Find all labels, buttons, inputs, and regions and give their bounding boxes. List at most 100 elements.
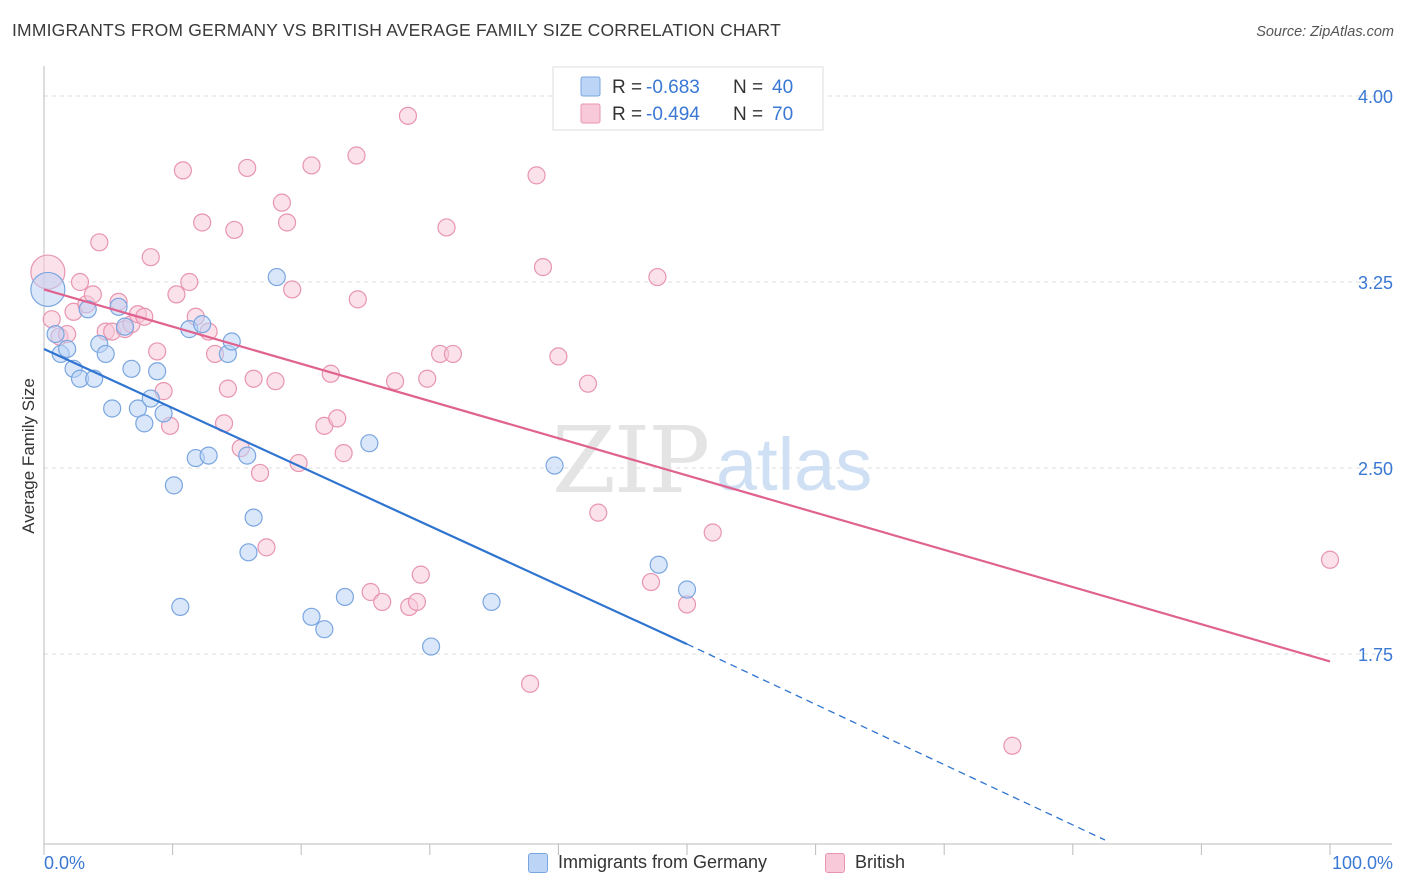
british-point [1003,736,1022,755]
british-point [272,193,292,212]
correlation-legend: R = -0.683 N = 40 R = -0.494 N = 70 [552,66,824,131]
germany-point [649,555,668,574]
british-point [533,258,553,277]
y-axis-label: Average Family Size [19,378,38,534]
british-point [193,213,212,232]
watermark-atlas: atlas [716,423,872,506]
british-point [244,369,263,388]
british-point [180,272,199,292]
british-point [385,372,405,391]
legend-r-label-british: R = [612,104,642,125]
legend-item-british[interactable]: British [825,852,905,873]
british-point [238,158,257,178]
british-point [283,280,302,299]
germany-point [199,446,218,465]
germany-point [103,399,122,418]
trend-line-british [43,288,1331,663]
y-tick-label: 4.00 [1358,87,1393,107]
germany-point [421,637,441,656]
legend-label-germany: Immigrants from Germany [558,852,768,872]
legend-r-label-germany: R = [612,77,642,98]
british-point [578,374,598,393]
chart-title: IMMIGRANTS FROM GERMANY VS BRITISH AVERA… [12,20,781,40]
germany-point [78,300,97,319]
british-point [521,674,540,693]
british-point [418,369,437,388]
germany-point [122,359,141,378]
legend-label-british: British [855,852,906,872]
germany-point [244,508,263,527]
british-point [437,218,456,237]
british-point [266,372,285,391]
y-tick-label: 1.75 [1358,645,1393,665]
british-point [257,538,276,557]
germany-point [46,324,65,344]
chart-source: Source: ZipAtlas.com [1256,24,1394,40]
british-point [527,166,546,185]
series-legend: Immigrants from Germany British [0,852,1406,878]
british-point [443,344,463,364]
british-point [148,342,167,361]
x-tick-label: 0.0% [44,853,85,873]
british-point [411,565,430,584]
british-point [1320,550,1340,569]
axes [43,66,1392,855]
germany-point [193,315,212,334]
germany-point [171,597,190,616]
legend-n-value-germany: 40 [772,77,793,98]
trend-line-germany [43,347,688,646]
british-point [407,592,427,612]
germany-point [115,317,135,336]
british-point [141,248,160,267]
germany-point [335,587,355,607]
british-point [218,379,237,398]
legend-swatch-germany-bottom [528,852,548,873]
legend-n-label-british: N = [733,104,763,125]
watermark: ZIP atlas [552,407,872,514]
british-point [703,523,722,542]
germany-point [302,607,321,626]
y-tick-label: 3.25 [1358,273,1393,293]
y-tick-label: 2.50 [1358,459,1393,479]
series-british-points [30,106,1340,755]
germany-point [677,580,697,599]
british-point [361,582,380,602]
germany-point [164,476,183,495]
germany-point [96,344,115,364]
british-point [549,347,568,366]
x-tick-labels: 0.0% 100.0% [44,853,1393,873]
germany-point [148,362,167,381]
germany-point [58,339,77,359]
legend-n-value-british: 70 [772,104,793,125]
british-point [334,444,353,463]
british-point [302,156,321,175]
british-point [250,463,270,483]
germany-point [267,267,286,287]
british-point [90,233,109,252]
watermark-zip: ZIP [552,407,708,514]
grid-lines [44,95,1392,655]
germany-point [482,592,501,612]
trend-lines [43,288,1331,841]
legend-item-germany[interactable]: Immigrants from Germany [528,852,767,873]
legend-r-value-germany: -0.683 [646,77,700,98]
germany-point [315,620,334,639]
legend-swatch-british [580,103,601,124]
legend-swatch-germany [580,76,601,97]
germany-point [545,456,564,475]
legend-swatch-british-bottom [825,852,845,873]
british-point [589,503,608,522]
british-point [173,161,192,180]
british-point [373,592,392,612]
british-point [167,285,186,304]
germany-point [109,297,128,316]
germany-point [239,543,258,562]
germany-point [238,446,257,465]
british-point [70,272,90,292]
germany-point [135,414,154,433]
series-germany-points [30,267,697,656]
british-point [42,310,61,329]
british-point [328,409,347,428]
legend-n-label-germany: N = [733,77,763,98]
